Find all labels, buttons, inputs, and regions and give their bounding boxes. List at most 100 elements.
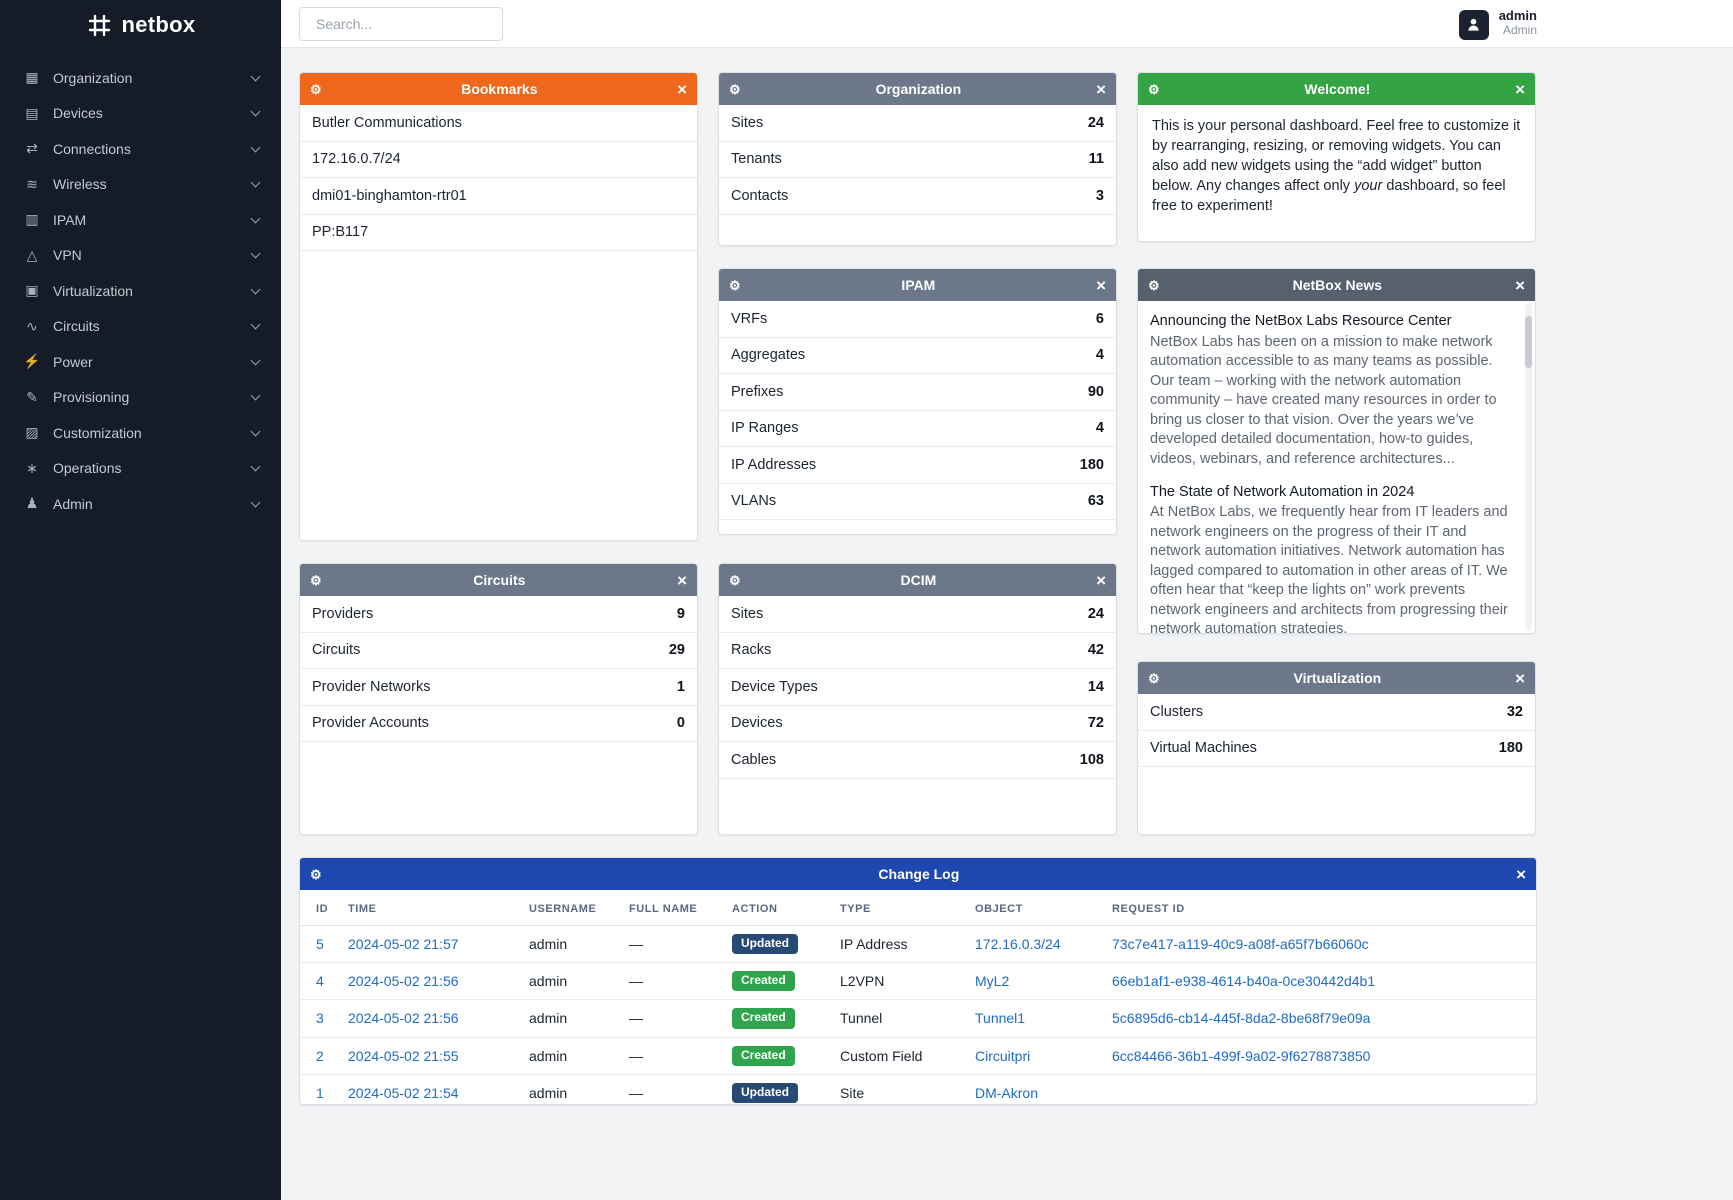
widget-close-icon[interactable]: × (1516, 864, 1526, 884)
devices-icon: ▤ (25, 104, 39, 121)
changelog-time-link[interactable]: 2024-05-02 21:54 (348, 1084, 459, 1101)
stat-row: Prefixes 90 (719, 374, 1116, 411)
user-avatar-button[interactable] (1458, 9, 1489, 40)
bookmark-item[interactable]: dmi01-binghamton-rtr01 (300, 178, 697, 215)
news-article-title[interactable]: The State of Network Automation in 2024 (1150, 483, 1415, 500)
sidebar-item-ipam[interactable]: ▥ IPAM (0, 202, 281, 238)
changelog-time-link[interactable]: 2024-05-02 21:56 (348, 1010, 459, 1027)
sidebar-item-power[interactable]: ⚡ Power (0, 344, 281, 380)
changelog-type: IP Address (832, 925, 967, 964)
widget-settings-icon[interactable]: ⚙ (310, 866, 322, 882)
changelog-request-id-link[interactable]: 73c7e417-a119-40c9-a08f-a65f7b66060c (1112, 936, 1369, 953)
sidebar-item-organization[interactable]: ▦ Organization (0, 60, 281, 96)
changelog-object-link[interactable]: 172.16.0.3/24 (975, 936, 1061, 953)
news-article-title[interactable]: Announcing the NetBox Labs Resource Cent… (1150, 313, 1452, 329)
changelog-object-link[interactable]: Tunnel1 (975, 1010, 1026, 1027)
stat-value[interactable]: 24 (1087, 605, 1104, 622)
user-icon (1468, 18, 1479, 31)
stat-value[interactable]: 29 (668, 642, 685, 659)
stat-value[interactable]: 63 (1087, 493, 1104, 510)
sidebar-item-vpn[interactable]: △ VPN (0, 238, 281, 274)
changelog-time-link[interactable]: 2024-05-02 21:55 (348, 1047, 459, 1064)
changelog-id-link[interactable]: 1 (316, 1084, 324, 1101)
stat-value[interactable]: 4 (1095, 347, 1104, 364)
netbox-logo[interactable]: netbox (0, 0, 281, 50)
widget-close-icon[interactable]: × (1096, 79, 1106, 99)
changelog-time-link[interactable]: 2024-05-02 21:57 (348, 936, 459, 953)
changelog-full-name: — (621, 925, 724, 964)
widget-close-icon[interactable]: × (1096, 275, 1106, 295)
stat-value[interactable]: 3 (1095, 187, 1104, 204)
widget-settings-icon[interactable]: ⚙ (310, 572, 322, 588)
sidebar-item-customization[interactable]: ▨ Customization (0, 415, 281, 451)
user-info[interactable]: admin Admin (1499, 8, 1537, 38)
stat-value[interactable]: 14 (1087, 678, 1104, 695)
widget-settings-icon[interactable]: ⚙ (729, 277, 741, 293)
user-area: admin Admin (1458, 8, 1537, 40)
table-row: 2 2024-05-02 21:55 admin — Created Custo… (300, 1037, 1536, 1075)
bookmark-item[interactable]: PP:B117 (300, 215, 697, 251)
stat-value[interactable]: 6 (1095, 310, 1104, 327)
sidebar-item-provisioning[interactable]: ✎ Provisioning (0, 380, 281, 416)
widget-close-icon[interactable]: × (1515, 668, 1525, 688)
widget-virtualization-header: ⚙ Virtualization × (1138, 662, 1535, 694)
sidebar-item-admin[interactable]: ♟ Admin (0, 486, 281, 522)
widget-close-icon[interactable]: × (677, 570, 687, 590)
sidebar-item-circuits[interactable]: ∿ Circuits (0, 309, 281, 345)
sidebar-item-label: Organization (53, 69, 133, 86)
widget-title: Circuits (473, 572, 526, 588)
stat-value[interactable]: 42 (1087, 642, 1104, 659)
stat-label: IP Ranges (731, 420, 799, 437)
sidebar-item-devices[interactable]: ▤ Devices (0, 96, 281, 132)
dashboard: ⚙ Bookmarks × Butler Communications 172.… (281, 48, 1537, 1105)
stat-value[interactable]: 108 (1079, 751, 1104, 768)
widget-settings-icon[interactable]: ⚙ (310, 81, 322, 97)
stat-value[interactable]: 4 (1095, 420, 1104, 437)
stat-value[interactable]: 24 (1087, 114, 1104, 131)
widget-close-icon[interactable]: × (1515, 275, 1525, 295)
changelog-id-link[interactable]: 3 (316, 1010, 324, 1027)
widget-close-icon[interactable]: × (677, 79, 687, 99)
changelog-id-link[interactable]: 4 (316, 973, 324, 990)
wireless-icon: ≋ (26, 175, 38, 192)
changelog-time-link[interactable]: 2024-05-02 21:56 (348, 973, 459, 990)
sidebar-item-virtualization[interactable]: ▣ Virtualization (0, 273, 281, 309)
stat-value[interactable]: 9 (676, 605, 685, 622)
stat-value[interactable]: 0 (676, 715, 685, 732)
stat-value[interactable]: 180 (1079, 456, 1104, 473)
widget-close-icon[interactable]: × (1515, 79, 1525, 99)
scrollbar-thumb[interactable] (1525, 316, 1532, 368)
widget-settings-icon[interactable]: ⚙ (1148, 670, 1160, 686)
widget-settings-icon[interactable]: ⚙ (1148, 81, 1160, 97)
changelog-object-link[interactable]: MyL2 (975, 973, 1010, 990)
changelog-id-link[interactable]: 5 (316, 936, 324, 953)
changelog-request-id-link[interactable]: 6cc84466-36b1-499f-9a02-9f6278873850 (1112, 1047, 1371, 1064)
scrollbar[interactable] (1525, 304, 1532, 630)
widget-title: Virtualization (1293, 670, 1382, 686)
stat-value[interactable]: 32 (1506, 703, 1523, 720)
changelog-object-link[interactable]: Circuitpri (975, 1047, 1031, 1064)
changelog-request-id-link[interactable]: 5c6895d6-cb14-445f-8da2-8be68f79e09a (1112, 1010, 1371, 1027)
stat-value[interactable]: 11 (1088, 151, 1104, 168)
widget-settings-icon[interactable]: ⚙ (729, 572, 741, 588)
changelog-id-link[interactable]: 2 (316, 1047, 324, 1064)
changelog-request-id-link[interactable]: 66eb1af1-e938-4614-b40a-0ce30442d4b1 (1112, 973, 1376, 990)
widget-close-icon[interactable]: × (1096, 570, 1106, 590)
stat-label: Aggregates (731, 347, 806, 364)
search-input[interactable] (314, 14, 499, 33)
sidebar-item-connections[interactable]: ⇄ Connections (0, 131, 281, 167)
stat-value[interactable]: 72 (1087, 715, 1104, 732)
sidebar-item-operations[interactable]: ∗ Operations (0, 451, 281, 487)
stat-value[interactable]: 1 (676, 678, 685, 695)
sidebar-item-wireless[interactable]: ≋ Wireless (0, 167, 281, 203)
stat-label: IP Addresses (731, 456, 817, 473)
bookmark-item[interactable]: Butler Communications (300, 105, 697, 142)
changelog-full-name: — (621, 962, 724, 1001)
widget-settings-icon[interactable]: ⚙ (729, 81, 741, 97)
bookmark-item[interactable]: 172.16.0.7/24 (300, 142, 697, 178)
stat-value[interactable]: 180 (1498, 740, 1523, 757)
stat-row: Sites 24 (719, 596, 1116, 633)
stat-value[interactable]: 90 (1087, 383, 1104, 400)
widget-settings-icon[interactable]: ⚙ (1148, 277, 1160, 293)
changelog-object-link[interactable]: DM-Akron (975, 1084, 1039, 1101)
